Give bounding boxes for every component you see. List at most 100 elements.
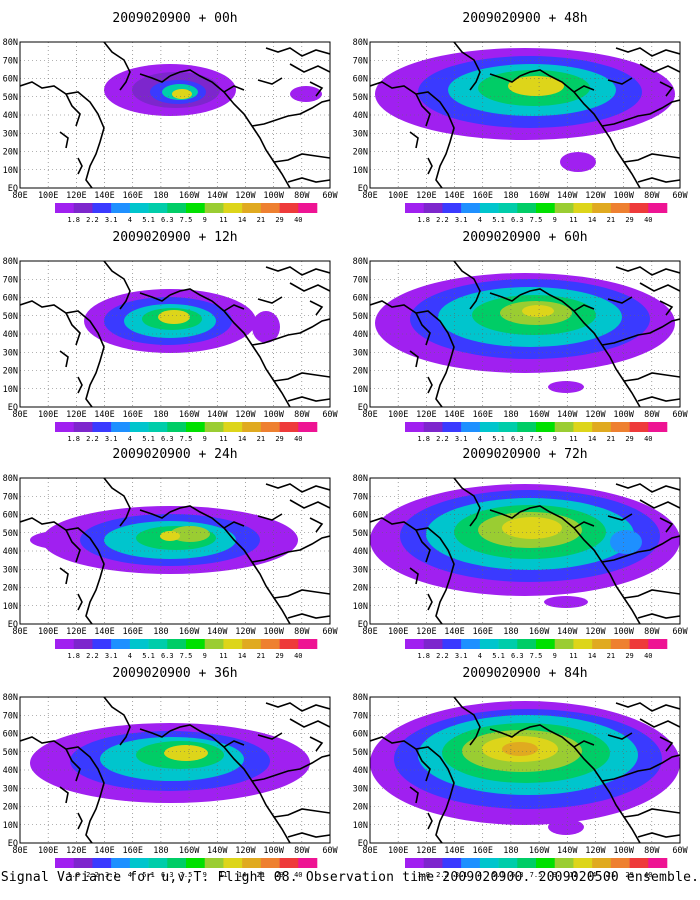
colorbar-swatch: [111, 639, 131, 649]
lat-tick-label: 10N: [353, 602, 368, 612]
colorbar-label: 7.5: [530, 871, 543, 879]
colorbar-swatch: [461, 639, 481, 649]
colorbar-label: 21: [607, 871, 615, 879]
coastline: [415, 312, 431, 346]
lat-tick-label: 40N: [353, 766, 368, 776]
colorbar-label: 5.1: [492, 216, 505, 224]
lon-tick-label: 120W: [235, 191, 256, 201]
colorbar-label: 11: [569, 216, 577, 224]
lon-tick-label: 100W: [613, 846, 634, 856]
colorbar-swatch: [129, 639, 149, 649]
colorbar-swatch: [629, 203, 649, 213]
lat-tick-label: 30N: [3, 348, 18, 358]
colorbar-label: 11: [219, 216, 227, 224]
coastline: [573, 740, 595, 748]
lon-tick-label: 80E: [362, 191, 377, 201]
coastline: [59, 350, 69, 368]
coastline: [257, 732, 283, 740]
lat-tick-label: 70N: [3, 711, 18, 721]
colorbar-swatch: [111, 422, 131, 432]
lat-tick-label: EQ: [358, 620, 368, 630]
lat-tick-label: 20N: [353, 148, 368, 158]
colorbar-label: 7.5: [180, 871, 193, 879]
coastline: [409, 350, 419, 368]
lon-tick-label: 140E: [444, 191, 464, 201]
colorbar-swatch: [498, 858, 518, 868]
coastline: [573, 304, 595, 312]
lat-tick-label: EQ: [8, 184, 18, 194]
lat-tick-label: 30N: [353, 348, 368, 358]
lat-tick-label: 80N: [3, 474, 18, 484]
colorbar-swatch: [242, 639, 262, 649]
coastline: [20, 81, 105, 188]
colorbar-swatch: [167, 203, 187, 213]
coastline: [65, 529, 81, 563]
colorbar-swatch: [629, 639, 649, 649]
panel-title: 2009020900 + 84h: [462, 666, 587, 681]
lat-tick-label: 50N: [353, 312, 368, 322]
coastline: [453, 42, 481, 91]
lon-tick-label: 180: [153, 627, 168, 637]
colorbar-swatch: [610, 422, 630, 432]
lat-tick-label: 40N: [3, 111, 18, 121]
colorbar-label: 40: [644, 216, 652, 224]
coastline: [77, 812, 83, 830]
lon-tick-label: 120W: [235, 627, 256, 637]
map-panel-p24: 2009020900 + 24h 80E 100E 120E 140E 160E 180 16…: [3, 447, 339, 660]
colorbar-label: 29: [625, 435, 633, 443]
colorbar-label: 29: [275, 871, 283, 879]
colorbar-swatch: [610, 203, 630, 213]
colorbar-swatch: [204, 639, 224, 649]
colorbar-label: 7.5: [530, 216, 543, 224]
colorbar-swatch: [648, 858, 668, 868]
coastline: [223, 304, 245, 312]
coastline: [427, 157, 433, 175]
coastline: [370, 736, 455, 843]
colorbar-label: 14: [238, 435, 246, 443]
lon-tick-label: 80W: [294, 410, 310, 420]
coastline: [103, 42, 131, 91]
colorbar-swatch: [73, 203, 93, 213]
lon-tick-label: 80E: [362, 627, 377, 637]
lon-tick-label: 120E: [416, 846, 436, 856]
colorbar-swatch: [260, 203, 280, 213]
lat-tick-label: 70N: [3, 275, 18, 285]
colorbar-label: 1.8: [67, 216, 80, 224]
colorbar-swatch: [148, 858, 168, 868]
colorbar-label: 9: [553, 871, 557, 879]
colorbar-label: 9: [203, 652, 207, 660]
lon-tick-label: 60W: [672, 410, 688, 420]
coastline: [309, 81, 324, 97]
colorbar-label: 6.3: [511, 216, 524, 224]
lat-tick-label: 40N: [3, 766, 18, 776]
map-frame: [19, 477, 331, 625]
coastline: [427, 812, 433, 830]
coastline: [415, 748, 431, 782]
colorbar-label: 2.2: [86, 435, 99, 443]
colorbar-label: 4: [478, 435, 482, 443]
lon-tick-label: 80W: [644, 191, 660, 201]
coastline: [273, 589, 330, 599]
colorbar-swatch: [536, 858, 556, 868]
colorbar-swatch: [186, 858, 206, 868]
colorbar-label: 29: [275, 216, 283, 224]
colorbar-label: 3.1: [455, 435, 468, 443]
colorbar-swatch: [517, 203, 537, 213]
colorbar-label: 9: [203, 216, 207, 224]
colorbar-label: 11: [219, 435, 227, 443]
lon-tick-label: 120W: [585, 627, 606, 637]
lon-tick-label: 140E: [444, 846, 464, 856]
coastline: [659, 81, 674, 97]
lon-tick-label: 120W: [235, 410, 256, 420]
lon-tick-label: 140W: [557, 846, 578, 856]
colorbar-swatch: [260, 858, 280, 868]
lon-tick-label: 160E: [472, 191, 492, 201]
coastline: [370, 517, 455, 624]
colorbar-swatch: [167, 858, 187, 868]
lat-tick-label: 80N: [3, 257, 18, 267]
lat-tick-label: 10N: [3, 166, 18, 176]
map-panel-p84: 2009020900 + 84h 80E 100E 120E 140E 160E 180 16…: [353, 666, 689, 879]
coastline: [251, 754, 330, 782]
coastline: [623, 153, 680, 163]
colorbar-label: 1.8: [417, 871, 430, 879]
